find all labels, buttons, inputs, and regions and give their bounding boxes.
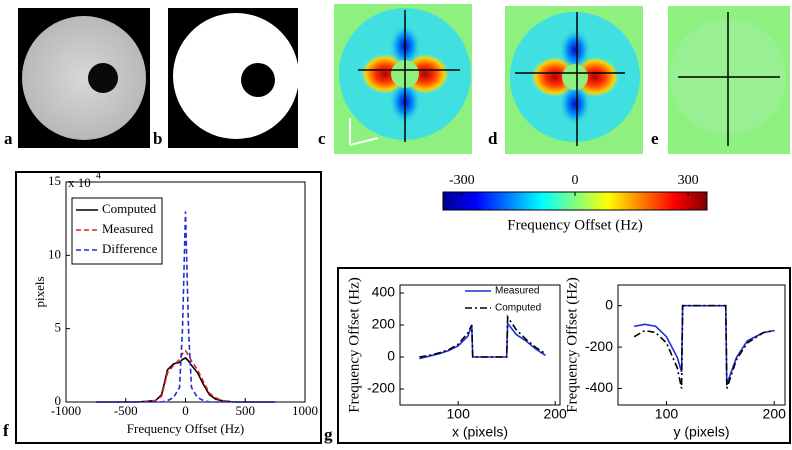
phantom [22, 16, 146, 140]
legend-label: Computed [495, 303, 541, 314]
panel-label: b [153, 129, 162, 148]
legend [71, 197, 163, 265]
legend-label: Computed [102, 201, 157, 216]
x-tick-label: 200 [543, 406, 567, 422]
line [633, 304, 775, 389]
colorbar-label: Frequency Offset (Hz) [507, 217, 643, 233]
x-tick-label: 0 [182, 403, 189, 418]
panel-label: d [488, 129, 498, 148]
y-tick-label: 400 [372, 284, 396, 300]
y-axis-label: pixels [32, 276, 47, 307]
panel-label: g [324, 425, 333, 444]
panel-label: c [318, 129, 326, 148]
colorbar-tick-label: 0 [572, 173, 579, 188]
x-axis-label: y (pixels) [673, 424, 729, 440]
panel-label: f [3, 421, 9, 440]
panel-label: a [4, 129, 13, 148]
x-tick-label: -500 [114, 403, 138, 418]
hole [88, 63, 118, 93]
y-tick-label: -200 [585, 338, 613, 354]
line [95, 349, 276, 403]
mask [173, 13, 299, 139]
axes-icon [349, 118, 379, 146]
y-tick-label: -400 [585, 379, 613, 395]
y-axis-label: Frequency Offset (Hz) [346, 277, 362, 413]
y-tick-label: 15 [48, 173, 61, 188]
panel-label: e [651, 129, 659, 148]
legend-label: Measured [102, 221, 154, 236]
legend-label: Difference [102, 241, 158, 256]
x-tick-label: 100 [447, 406, 471, 422]
x-tick-label: 200 [763, 406, 787, 422]
y-tick-label: 0 [55, 393, 62, 408]
x-tick-label: 500 [236, 403, 256, 418]
x-axis-label: x (pixels) [452, 424, 508, 440]
y-axis-label: Frequency Offset (Hz) [564, 277, 580, 413]
hole [562, 64, 588, 90]
y-multiplier: x 10 [68, 175, 91, 190]
y-tick-label: 0 [387, 348, 395, 364]
plot-area [399, 284, 561, 406]
panel-frame [15, 171, 322, 444]
y-tick-label: -200 [367, 380, 395, 396]
hole [241, 63, 275, 97]
panel-frame [337, 267, 791, 444]
line [95, 357, 276, 403]
y-multiplier-exponent: 4 [96, 170, 101, 181]
x-tick-label: -1000 [51, 403, 81, 418]
x-tick-label: 1000 [292, 403, 318, 418]
y-tick-label: 10 [48, 246, 61, 261]
lobe [559, 82, 591, 126]
colorbar-tick-label: 300 [678, 173, 699, 188]
y-tick-label: 0 [605, 296, 613, 312]
plot-area [617, 284, 786, 406]
lobe [559, 28, 591, 72]
y-tick-label: 200 [372, 316, 396, 332]
y-tick-label: 5 [55, 320, 62, 335]
legend-label: Measured [495, 286, 539, 297]
line [95, 211, 276, 403]
x-axis-label: Frequency Offset (Hz) [127, 421, 244, 436]
colorbar-tick-label: -300 [449, 173, 475, 188]
x-tick-label: 100 [655, 406, 679, 422]
line [419, 314, 546, 358]
